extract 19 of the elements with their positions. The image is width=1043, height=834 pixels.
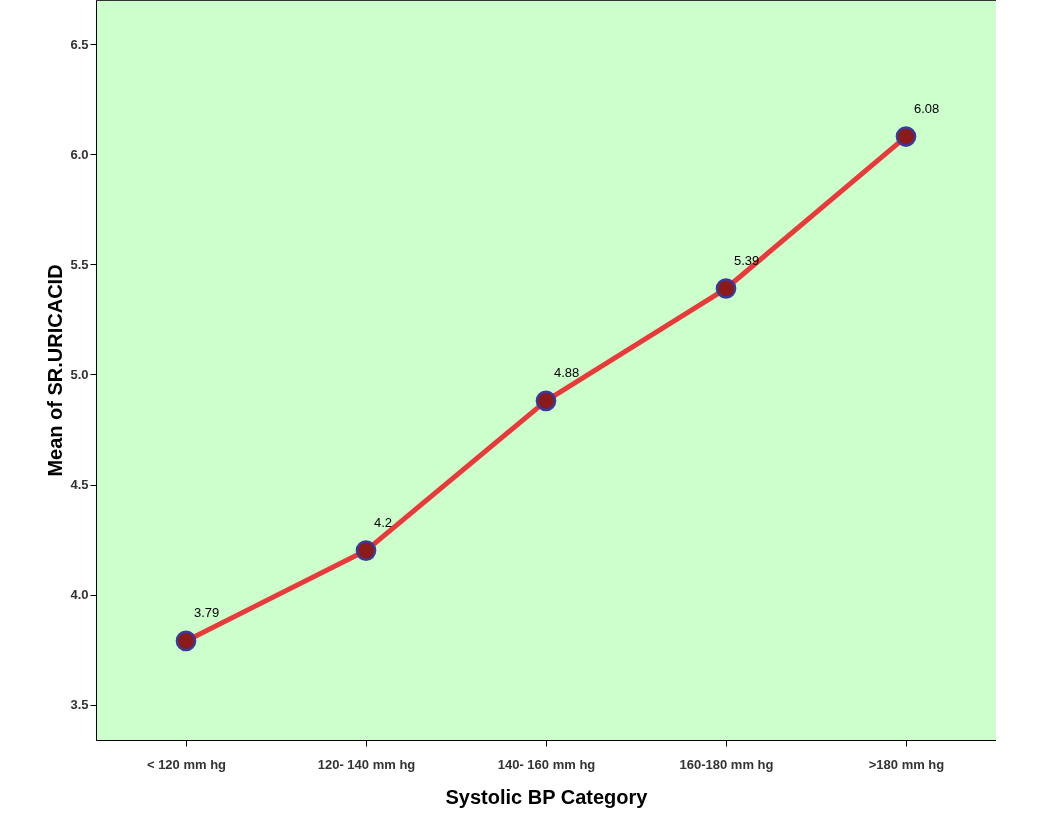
y-tick-label: 4.0 (70, 587, 89, 603)
y-tick-label: 6.5 (70, 36, 89, 52)
data-label: 5.39 (734, 252, 760, 268)
y-tick-label: 4.5 (70, 477, 89, 493)
y-tick-label: 5.5 (70, 256, 89, 272)
data-label: 3.79 (194, 604, 220, 620)
data-label: 6.08 (914, 100, 940, 116)
y-tick-label: 6.0 (70, 146, 89, 162)
y-tick-label: 3.5 (70, 697, 89, 713)
y-axis-title: Mean of SR.URICACID (44, 264, 67, 477)
x-tick-label: 160-180 mm hg (679, 756, 774, 772)
data-label: 4.88 (554, 364, 580, 380)
x-tick-label: >180 mm hg (868, 756, 945, 772)
x-tick-label: < 120 mm hg (146, 756, 227, 772)
data-label: 4.2 (374, 514, 393, 530)
x-tick-label: 140- 160 mm hg (497, 756, 596, 772)
y-tick-label: 5.0 (70, 366, 89, 382)
x-tick-label: 120- 140 mm hg (317, 756, 416, 772)
x-axis-title: Systolic BP Category (445, 785, 649, 808)
